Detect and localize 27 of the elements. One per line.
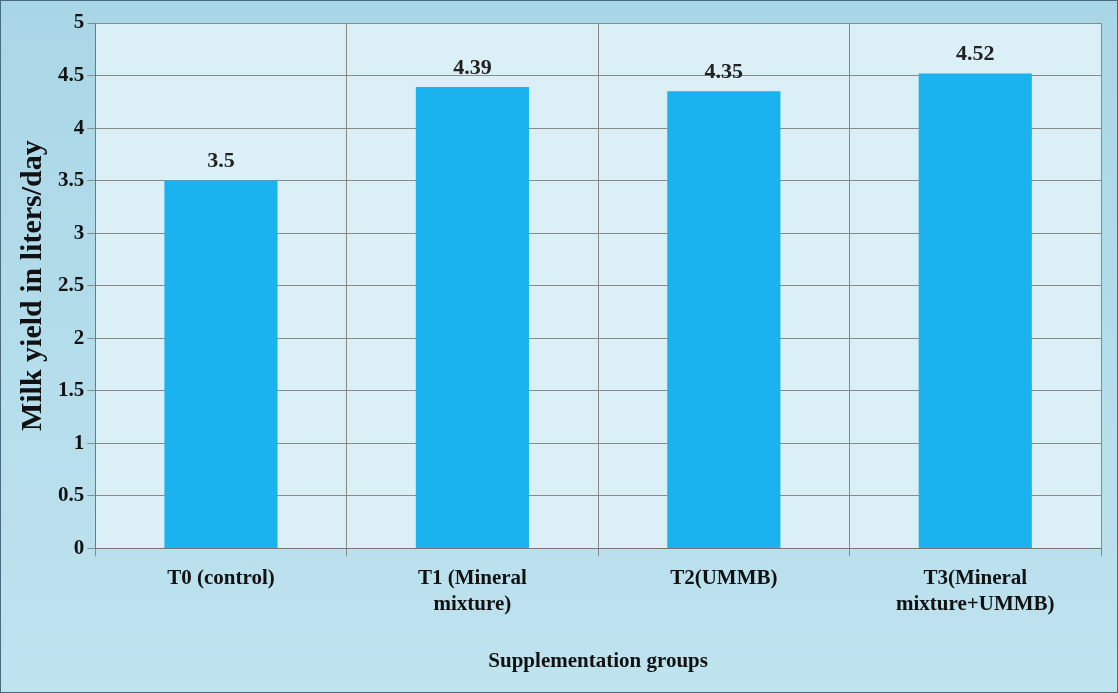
y-tick-label: 0 [73, 534, 85, 559]
data-label: 4.35 [704, 57, 744, 83]
category-label: T3(Mineral [923, 565, 1028, 590]
y-tick-label: 2.5 [58, 272, 85, 297]
data-label: 4.52 [956, 40, 995, 66]
category-label: mixture) [433, 590, 512, 615]
data-label: 4.39 [453, 53, 492, 79]
category-label: T2(UMMB) [670, 565, 778, 590]
y-axis-title: Milk yield in liters/day [13, 140, 47, 432]
category-label: T1 (Mineral [417, 565, 527, 590]
y-tick-label: 1 [73, 429, 85, 454]
y-tick-label: 3 [73, 219, 85, 244]
y-tick-label: 4.5 [58, 61, 85, 86]
bar [415, 87, 529, 548]
y-tick-label: 1.5 [58, 377, 85, 402]
y-tick-label: 0.5 [58, 482, 85, 507]
bar [667, 91, 781, 548]
x-axis-title: Supplementation groups [488, 647, 708, 672]
y-tick-label: 2 [73, 324, 85, 349]
y-tick-label: 5 [73, 9, 85, 34]
category-label: mixture+UMMB) [896, 590, 1055, 615]
bar [164, 180, 278, 548]
y-tick-label: 3.5 [58, 167, 85, 192]
category-label: T0 (control) [167, 565, 275, 590]
y-tick-label: 4 [73, 114, 85, 139]
data-label: 3.5 [207, 147, 235, 173]
bar [918, 73, 1032, 548]
